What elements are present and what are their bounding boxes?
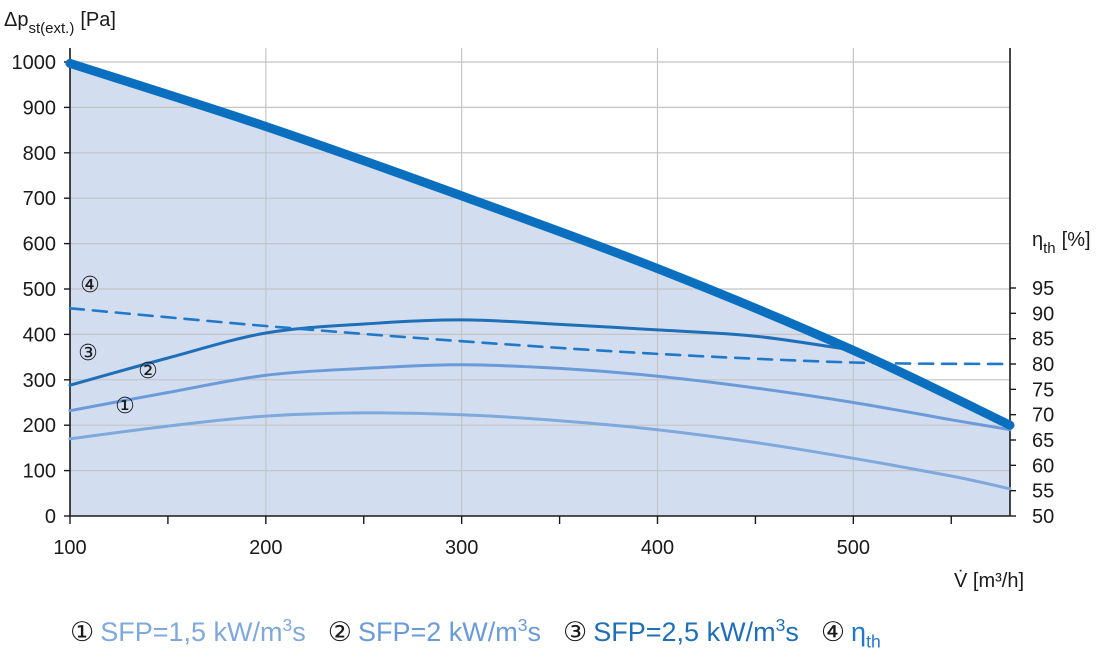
- y-tick-label: 200: [23, 415, 56, 437]
- y2-tick-label: 70: [1032, 405, 1054, 427]
- legend-text: ηth: [851, 617, 881, 652]
- legend-symbol: ②: [327, 617, 352, 648]
- legend-symbol: ①: [70, 617, 95, 648]
- y2-tick-label: 80: [1032, 354, 1054, 376]
- y-tick-label: 600: [23, 234, 56, 256]
- legend-symbol: ③: [563, 617, 588, 648]
- series-line-1: [68, 411, 1012, 491]
- envelope-area: [70, 63, 1010, 517]
- y-tick-label: 700: [23, 188, 56, 210]
- y2-tick-label: 50: [1032, 506, 1054, 528]
- legend-item-4: ④ ηth: [821, 617, 881, 652]
- y-tick-label: 1000: [12, 52, 57, 74]
- x-tick-label: 100: [53, 537, 86, 559]
- y-tick-label: 400: [23, 324, 56, 346]
- x-tick-label: 400: [641, 537, 674, 559]
- envelope: [65, 58, 1015, 430]
- series-line-2: [68, 363, 1012, 432]
- series-line-3: [68, 318, 855, 387]
- legend: ① SFP=1,5 kW/m3s ② SFP=2 kW/m3s ③ SFP=2,5 kW/…: [70, 615, 1090, 659]
- envelope-line: [65, 58, 1015, 430]
- y-tick-label: 800: [23, 143, 56, 165]
- grid: [70, 48, 1010, 516]
- performance-chart: 100 200 300 400 500 0 100 200 300 400 500 600 700 800…: [4, 9, 1091, 592]
- legend-symbol: ④: [820, 617, 846, 648]
- legend-item-1: ① SFP=1,5 kW/m3s: [70, 615, 306, 648]
- legend-text: SFP=2,5 kW/m3s: [593, 615, 799, 647]
- y-tick-label: 500: [23, 279, 56, 301]
- y-tick-label: 900: [23, 97, 56, 119]
- series-line-4: [68, 307, 1012, 366]
- legend-text: SFP=2 kW/m3s: [358, 615, 542, 647]
- y-tick-label: 0: [45, 506, 56, 528]
- y2-tick-label: 60: [1032, 455, 1054, 477]
- y2-tick-label: 65: [1032, 430, 1054, 452]
- series-markers: ①② ③ ④: [78, 273, 158, 419]
- y2-tick-label: 75: [1032, 379, 1054, 401]
- x-axis-label: V̇ [m³/h]: [954, 570, 1024, 592]
- legend-text: SFP=1,5 kW/m3s: [100, 615, 306, 647]
- y-tick-label: 100: [23, 461, 56, 483]
- y2-tick-label: 90: [1032, 303, 1054, 325]
- x-tick-label: 200: [249, 537, 282, 559]
- y-axis-left-label: Δpst(ext.) [Pa]: [4, 9, 116, 37]
- y-axis-right-label: ηth [%]: [1032, 229, 1091, 257]
- legend-item-2: ② SFP=2 kW/m3s: [328, 615, 541, 648]
- y2-tick-label: 95: [1032, 278, 1054, 300]
- series-marker-4: ④: [80, 273, 100, 298]
- legend-item-3: ③ SFP=2,5 kW/m3s: [563, 615, 799, 648]
- envelope-fill: [70, 63, 1010, 517]
- y2-tick-label: 85: [1032, 329, 1054, 351]
- series: [68, 307, 1012, 491]
- series-marker-1: ①: [115, 394, 135, 419]
- x-tick-label: 500: [837, 537, 870, 559]
- series-marker-3: ③: [78, 341, 98, 366]
- x-tick-label: 300: [445, 537, 478, 559]
- y-tick-label: 300: [23, 370, 56, 392]
- series-marker-2: ②: [138, 359, 158, 384]
- y2-tick-label: 55: [1032, 481, 1054, 503]
- tick-labels: 100 200 300 400 500 0 100 200 300 400 500 600 700 800…: [12, 52, 1055, 559]
